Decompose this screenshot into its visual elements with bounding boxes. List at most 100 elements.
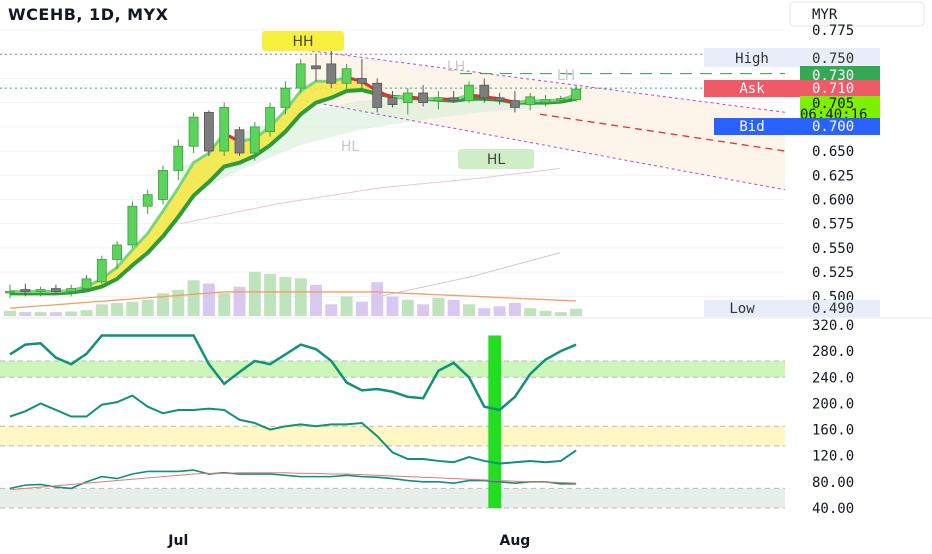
candle-body [494,97,505,102]
indicator-tick-label: 80.00 [812,475,854,491]
candle [448,91,459,103]
volume-ma-line [9,291,577,309]
volume-bar [386,296,399,316]
volume-bar [187,280,200,316]
candle-body [173,145,184,171]
bid-value-bg [800,118,880,135]
hh-badge [262,31,344,51]
candle [96,255,107,284]
volume-bar [4,310,16,316]
candle-body [540,99,551,104]
indicator-panel [0,334,785,509]
volume-bar [157,293,169,316]
indicator-lines [9,334,577,491]
volume-bar [401,299,414,316]
indicator-series-line [9,334,577,412]
candle [142,189,153,214]
candle-body [280,87,291,108]
time-axis: Jul Aug [167,533,530,549]
volume-bar [65,311,78,316]
currency-box[interactable] [789,1,925,27]
volume-bar [508,303,521,316]
candle [265,102,276,137]
indicator-series-line [9,472,577,491]
indicator-axis: 320.0 280.0 240.0 200.0 160.0 120.0 80.00 40.00 [812,318,854,517]
volume-bar [95,304,108,316]
candle-body [158,170,168,200]
candle [464,81,474,103]
long-ma-line [179,167,561,225]
candle-body [188,116,199,147]
hl-label-1: HL [341,139,360,155]
ask-tag-label: Ask [739,81,765,97]
volume-bar [294,278,307,316]
indicator-tick-label: 160.0 [812,423,854,439]
volume-bar [141,299,154,316]
price-tick-label: 0.575 [812,217,854,233]
candle-body [479,84,490,99]
swing-annotations: HH LH LH HL HL [262,31,575,169]
bid-tag-bg [714,118,800,135]
candle-body [66,288,77,292]
candle [203,110,214,156]
volume-bar [554,312,567,316]
price-tick-label: 0.650 [812,144,854,160]
volume-bar [478,308,491,316]
candle-body [127,205,138,246]
volume-bar [49,312,62,316]
high-tag-value: 0.750 [812,51,854,67]
volume-bar [524,308,537,316]
volume-bar [19,312,32,316]
indicator-tick-label: 320.0 [812,318,854,334]
low-tag-label: Low [729,301,755,317]
candle [158,165,168,205]
indicator-tick-label: 120.0 [812,449,854,465]
resist-tag-bg [800,66,880,84]
candle [188,112,199,153]
indicator-series-line [9,469,577,490]
high-value-bg [800,48,880,67]
high-tag-bg [704,48,800,67]
price-tick-label: 0.525 [812,265,854,281]
chart-title: WCEHB, 1D, MYX [8,5,169,24]
candle-body [249,126,260,154]
candle-body [372,82,383,108]
volume-bars [4,271,583,316]
price-tick-label: 0.600 [812,192,854,208]
candle [81,275,92,292]
ask-tag-value: 0.710 [812,81,854,97]
price-panel: HH LH LH HL HL [0,29,786,316]
candle [479,78,490,103]
lh-label-1: LH [447,59,465,75]
candle [372,78,383,113]
volume-bar [463,304,475,316]
volume-bar [264,273,277,316]
candle [341,63,352,92]
candle [249,122,260,161]
candle [555,95,566,104]
candle [525,92,536,111]
volume-bar [417,304,430,316]
candle-body [418,92,429,104]
hl-label-2: HL [487,152,506,168]
candle-body [311,65,321,70]
volume-bar [340,296,353,316]
price-tick-label: 0.775 [812,23,854,39]
ema-ribbon-fill [10,77,577,294]
candle [219,102,230,156]
indicator-tick-label: 200.0 [812,396,854,412]
candle-body [464,84,474,102]
candle [173,139,184,181]
low-tag-value: 0.490 [812,301,854,317]
candle-body [112,244,122,260]
candle [326,49,337,89]
channel-mid-line [539,113,786,152]
candle [402,88,413,115]
low-tag-bg [704,300,800,317]
low-value-bg [800,300,880,317]
indicator-tick-label: 40.00 [812,501,854,517]
candle-body [402,92,413,104]
candlesticks [5,49,581,299]
volume-bar [539,310,552,316]
